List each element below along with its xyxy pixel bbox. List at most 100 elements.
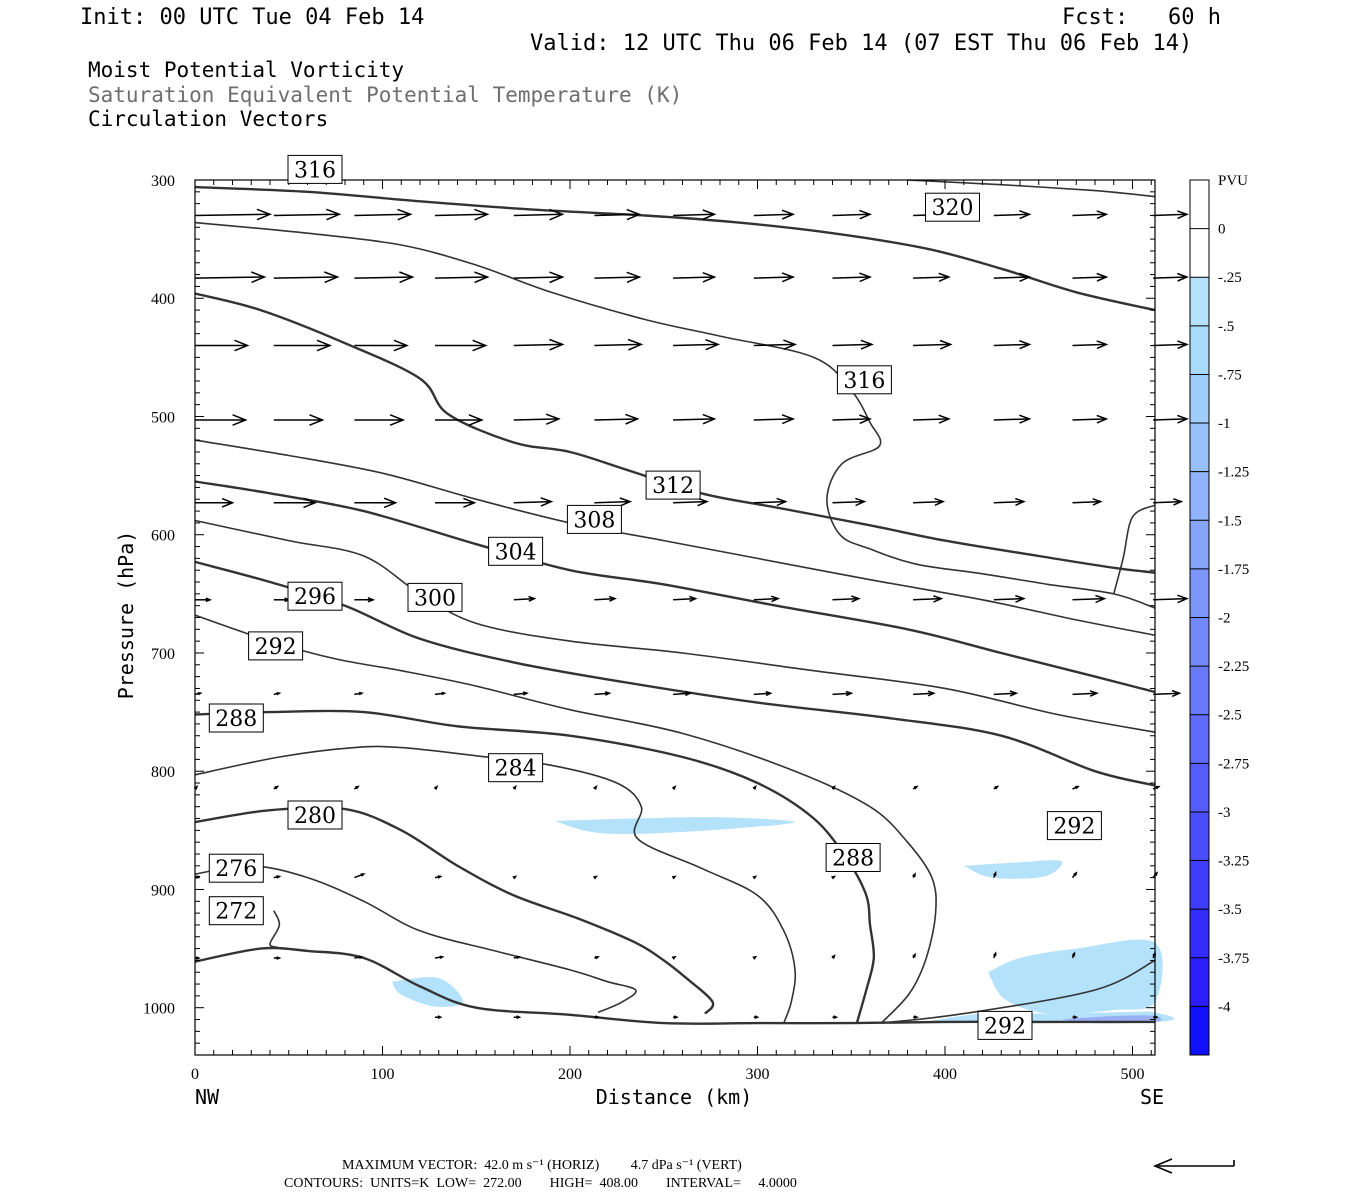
vector-arrow bbox=[1153, 498, 1184, 506]
vector-head bbox=[595, 955, 600, 960]
vector-shaft bbox=[993, 276, 1030, 279]
vector-shaft bbox=[753, 597, 779, 601]
vector-arrow bbox=[273, 597, 291, 603]
vector-shaft bbox=[273, 213, 340, 217]
vector-head bbox=[608, 595, 618, 602]
vector-shaft bbox=[993, 597, 1024, 601]
vector-arrow bbox=[434, 691, 447, 696]
vector-arrow bbox=[594, 691, 612, 696]
contour-label-box bbox=[645, 470, 701, 500]
colorbar-swatch bbox=[1190, 180, 1209, 230]
vector-arrow bbox=[434, 271, 490, 284]
contour-label-box bbox=[488, 753, 544, 783]
vector-head bbox=[770, 595, 781, 603]
vector-shaft bbox=[832, 418, 871, 421]
vector-head bbox=[604, 691, 612, 696]
vector-shaft bbox=[993, 343, 1030, 347]
colorbar-label: -1 bbox=[1218, 416, 1231, 432]
pv-shade-region-3 bbox=[391, 977, 464, 1007]
x-tick-label: 400 bbox=[933, 1066, 957, 1083]
vector-head bbox=[358, 955, 364, 960]
x-tick-label: 100 bbox=[371, 1066, 395, 1083]
vector-head bbox=[540, 497, 554, 507]
vector-arrow bbox=[993, 497, 1026, 506]
vector-arrow bbox=[1072, 594, 1107, 604]
vector-head bbox=[399, 271, 415, 284]
vector-shaft bbox=[1153, 276, 1187, 279]
vector-shaft bbox=[1153, 343, 1187, 347]
vector-head bbox=[441, 691, 447, 696]
vector-arrow bbox=[912, 872, 916, 878]
vector-arrow bbox=[354, 955, 364, 960]
vector-head bbox=[389, 414, 406, 426]
vector-shaft bbox=[832, 597, 859, 601]
vector-head bbox=[232, 414, 248, 426]
vector-arrow bbox=[1071, 871, 1078, 879]
vector-arrow bbox=[194, 208, 273, 221]
vector-arrow bbox=[993, 209, 1032, 220]
vector-head bbox=[859, 272, 873, 283]
contour-label-text: 276 bbox=[215, 857, 257, 882]
vector-arrow bbox=[753, 497, 788, 507]
vector-head bbox=[855, 497, 867, 507]
contour-label-box bbox=[488, 536, 544, 566]
contour-label-292: 292 bbox=[248, 631, 304, 661]
vector-head bbox=[993, 870, 997, 876]
vector-head bbox=[309, 414, 325, 426]
contour-label-box bbox=[407, 582, 463, 612]
vector-shaft bbox=[993, 418, 1030, 421]
vector-head bbox=[845, 690, 854, 697]
theta-contour-312 bbox=[194, 292, 1156, 574]
vector-arrow bbox=[273, 497, 318, 509]
contour-label-276: 276 bbox=[208, 853, 264, 883]
vector-head bbox=[1096, 340, 1109, 350]
y-tick-label: 500 bbox=[151, 409, 175, 426]
vector-shaft bbox=[513, 500, 552, 504]
vector-head bbox=[355, 785, 360, 790]
vector-arrow bbox=[513, 955, 522, 960]
vector-arrow bbox=[832, 339, 874, 350]
vector-arrow bbox=[594, 955, 600, 960]
vector-shaft bbox=[594, 597, 616, 601]
vector-shaft bbox=[832, 213, 871, 217]
colorbar-label: -.75 bbox=[1218, 367, 1242, 383]
vector-head bbox=[912, 952, 916, 958]
colorbar-swatch bbox=[1190, 811, 1209, 862]
vector-arrow bbox=[435, 414, 484, 426]
vector-arrow bbox=[993, 414, 1032, 424]
vector-arrow bbox=[1072, 272, 1109, 282]
vector-arrow bbox=[753, 414, 796, 425]
vector-arrow bbox=[673, 595, 698, 603]
vector-arrow bbox=[753, 272, 796, 283]
vector-head bbox=[593, 875, 599, 880]
contour-label-text: 320 bbox=[932, 196, 974, 221]
vector-arrow bbox=[673, 209, 717, 220]
vector-arrow bbox=[832, 595, 861, 603]
vector-head bbox=[463, 497, 477, 508]
contour-label-288: 288 bbox=[825, 843, 881, 872]
vector-head bbox=[939, 339, 953, 350]
vector-shaft bbox=[594, 276, 640, 279]
vector-arrow bbox=[1153, 210, 1189, 220]
vector-head bbox=[1095, 594, 1107, 604]
vector-head bbox=[1073, 871, 1078, 877]
vector-arrow bbox=[435, 497, 477, 508]
vector-shaft bbox=[513, 692, 527, 696]
vector-head bbox=[831, 954, 836, 959]
vector-head bbox=[627, 338, 644, 351]
pv-shade-region-4 bbox=[988, 939, 1163, 1015]
vector-arrow bbox=[671, 955, 677, 960]
theta-contour-292 bbox=[194, 614, 937, 1024]
colorbar-swatch bbox=[1190, 617, 1209, 667]
vector-head bbox=[1177, 272, 1189, 282]
vector-arrow bbox=[1153, 689, 1182, 698]
vector-shaft bbox=[993, 213, 1030, 217]
vector-arrow bbox=[993, 272, 1032, 282]
vector-arrow bbox=[1072, 210, 1109, 220]
vector-head bbox=[512, 875, 518, 880]
vector-arrow bbox=[273, 691, 282, 696]
vector-arrow bbox=[594, 338, 644, 351]
colorbar-swatch bbox=[1190, 909, 1209, 959]
vector-shaft bbox=[753, 500, 786, 504]
colorbar-swatch bbox=[1190, 471, 1209, 521]
